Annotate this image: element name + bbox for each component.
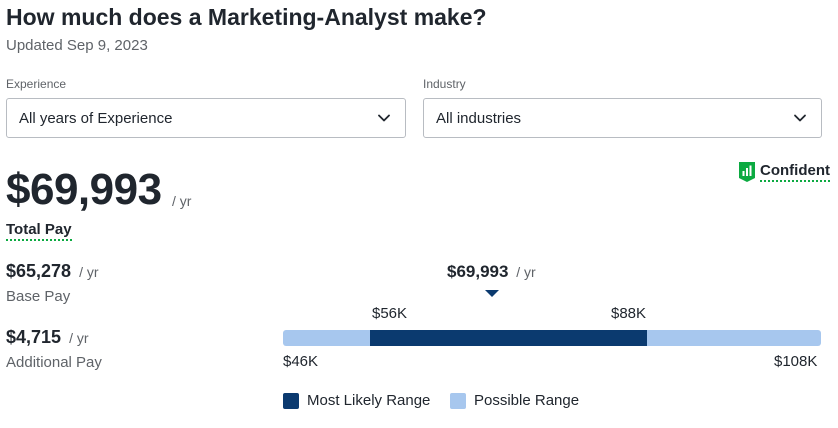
additional-pay-label: Additional Pay — [6, 354, 102, 371]
most-likely-range-bar — [369, 330, 648, 346]
confidence-indicator[interactable]: Confident — [738, 161, 830, 183]
median-pay-unit: / yr — [516, 264, 536, 280]
additional-pay-unit: / yr — [69, 330, 89, 346]
legend-swatch-possible — [450, 392, 466, 409]
experience-select-value: All years of Experience — [19, 109, 173, 127]
chevron-down-icon — [378, 114, 390, 122]
updated-date: Updated Sep 9, 2023 — [6, 37, 148, 54]
industry-select-value: All industries — [436, 109, 522, 127]
likely-high-label: $88K — [611, 305, 647, 322]
chevron-down-icon — [794, 114, 806, 122]
experience-label: Experience — [6, 77, 67, 91]
median-marker-icon — [485, 290, 499, 297]
pay-range-bar — [283, 330, 821, 346]
industry-select[interactable]: All industries — [423, 98, 822, 138]
additional-pay-value: $4,715 — [6, 327, 62, 347]
likely-low-label: $56K — [372, 305, 408, 322]
median-pay-value: $69,993 — [447, 262, 509, 281]
total-pay-label[interactable]: Total Pay — [6, 221, 72, 241]
legend-label-possible: Possible Range — [474, 392, 580, 409]
page-title: How much does a Marketing-Analyst make? — [6, 4, 487, 30]
experience-select[interactable]: All years of Experience — [6, 98, 406, 138]
base-pay-amount: $65,278 / yr — [6, 261, 99, 282]
legend-swatch-most-likely — [283, 392, 299, 409]
base-pay-unit: / yr — [79, 264, 99, 280]
legend-label-most-likely: Most Likely Range — [307, 392, 431, 409]
total-pay-unit: / yr — [172, 193, 192, 209]
median-pay-label: $69,993 / yr — [447, 262, 536, 282]
possible-low-label: $46K — [283, 353, 319, 370]
total-pay-amount: $69,993 — [6, 165, 162, 214]
base-pay-label: Base Pay — [6, 288, 71, 305]
legend-possible: Possible Range — [450, 392, 579, 409]
additional-pay-amount: $4,715 / yr — [6, 327, 89, 348]
bar-chart-badge-icon — [739, 162, 756, 182]
possible-high-label: $108K — [774, 353, 818, 370]
industry-label: Industry — [423, 77, 466, 91]
base-pay-value: $65,278 — [6, 261, 72, 281]
legend-most-likely: Most Likely Range — [283, 392, 430, 409]
confidence-label: Confident — [760, 162, 830, 182]
